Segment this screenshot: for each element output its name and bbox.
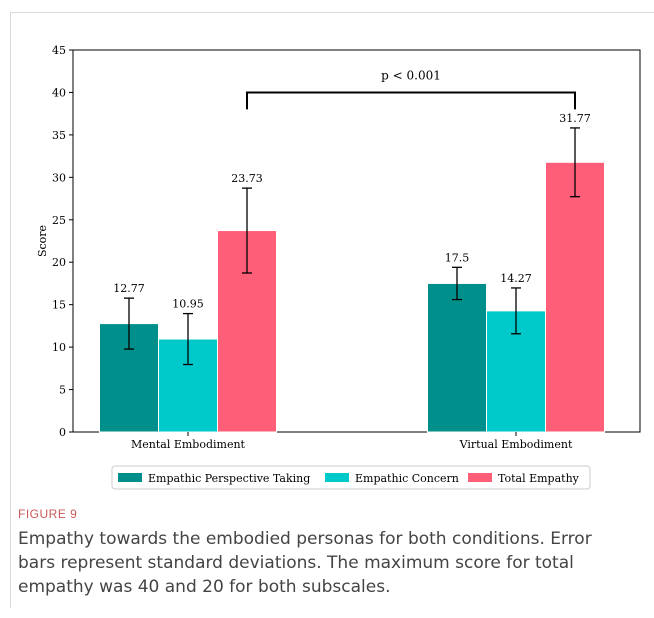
bar-value-label: 10.95 [172,298,204,311]
bar-value-label: 17.5 [445,251,470,264]
significance-bracket [246,91,576,110]
bar-value-label: 12.77 [113,282,145,295]
legend-box [111,465,591,490]
empathy-bar-chart: 0 5 10 15 20 25 30 35 40 45 Score 12.77 17.5 10.95 14.… [36,44,641,490]
y-tick-label: 45 [52,44,66,57]
y-tick-label: 0 [59,426,66,439]
significance-label: p < 0.001 [381,68,441,82]
bar-value-label: 31.77 [559,112,591,125]
y-tick-label: 25 [52,214,66,227]
y-tick-label: 10 [52,341,66,354]
x-category-label: Virtual Embodiment [459,438,573,451]
legend-label: Total Empathy [498,472,580,485]
x-category-label: Mental Embodiment [131,438,246,451]
legend-label: Empathic Concern [355,472,459,485]
y-tick-label: 20 [52,256,66,269]
y-axis-title: Score [36,225,49,257]
legend-swatch [325,473,349,482]
y-tick-label: 15 [52,299,66,312]
legend-label: Empathic Perspective Taking [148,472,310,485]
top-divider [10,12,654,13]
y-tick-label: 5 [59,384,66,397]
y-tick-label: 30 [52,171,66,184]
bar-value-label: 23.73 [231,172,263,185]
y-tick-label: 40 [52,86,66,99]
y-tick-label: 35 [52,129,66,142]
legend-swatch [118,473,142,482]
bar-value-label: 14.27 [500,272,532,285]
bar [545,161,605,433]
left-divider [10,12,11,608]
legend: Empathic Perspective Taking Empathic Conc… [111,465,591,490]
figure-label: FIGURE 9 [18,507,78,521]
bar [427,282,487,433]
figure-caption: Empathy towards the embodied personas fo… [18,529,592,597]
plot-frame [72,49,641,433]
legend-swatch [468,473,492,482]
